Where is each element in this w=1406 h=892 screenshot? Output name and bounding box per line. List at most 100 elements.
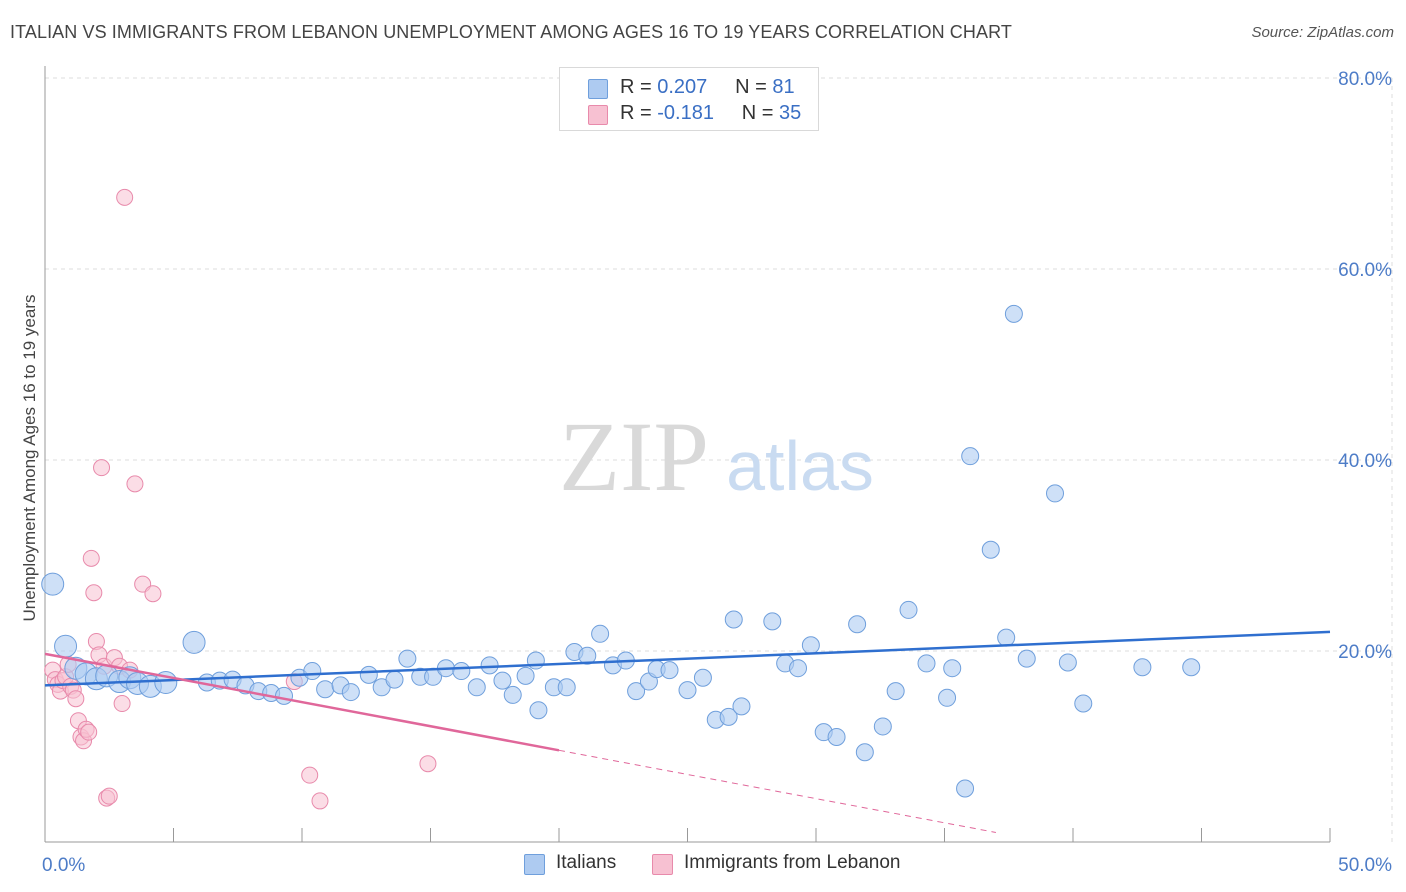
italians-point xyxy=(981,540,1000,559)
italians-point xyxy=(917,654,936,673)
italians-point xyxy=(41,572,65,596)
lebanon-point xyxy=(80,723,98,741)
y-tick-label: 20.0% xyxy=(1338,642,1392,663)
italians-point xyxy=(1058,653,1077,672)
series-legend: Italians Immigrants from Lebanon xyxy=(0,852,1406,878)
italians-point xyxy=(693,668,712,687)
italians-point xyxy=(827,727,846,746)
italians-point xyxy=(591,624,610,643)
legend-swatch-italians xyxy=(588,79,608,99)
axes xyxy=(44,66,1331,843)
x-tick-label: 50.0% xyxy=(1338,855,1392,876)
legend-n-value: 35 xyxy=(779,102,802,124)
legend-r-value: -0.181 xyxy=(657,102,714,124)
y-tick-labels: 20.0% 40.0% 60.0% 80.0% xyxy=(1338,69,1392,663)
lebanon-point xyxy=(311,792,329,810)
italians-point xyxy=(467,678,486,697)
lebanon-point xyxy=(100,787,118,805)
italians-point xyxy=(886,682,905,701)
italians-point xyxy=(855,743,874,762)
italians-point xyxy=(54,634,78,658)
italians-point xyxy=(943,659,962,678)
lebanon-point xyxy=(67,690,85,708)
watermark-zip: ZIP xyxy=(559,401,709,512)
trend-lines xyxy=(44,630,1331,833)
italians-point xyxy=(1017,649,1036,668)
y-tick-label: 60.0% xyxy=(1338,260,1392,281)
italians-point xyxy=(526,651,545,670)
legend-r-label: R = xyxy=(620,76,652,98)
italians-point xyxy=(493,671,512,690)
italians-point xyxy=(503,685,522,704)
lebanon-point xyxy=(301,766,319,784)
lebanon-point xyxy=(419,755,437,773)
lebanon-point xyxy=(113,695,131,713)
x-tick-labels: 0.0% 50.0% xyxy=(42,855,1392,876)
italians-point xyxy=(763,612,782,631)
legend-swatch-lebanon xyxy=(588,105,608,125)
italians-point xyxy=(385,670,404,689)
lebanon-point xyxy=(93,459,111,477)
italians-point xyxy=(275,686,294,705)
lebanon-point xyxy=(82,549,100,567)
lebanon-point xyxy=(85,584,103,602)
chart-title: ITALIAN VS IMMIGRANTS FROM LEBANON UNEMP… xyxy=(10,22,1012,42)
legend-n-label: N = xyxy=(735,76,767,98)
y-tick-label: 40.0% xyxy=(1338,451,1392,472)
italians-point xyxy=(899,600,918,619)
italians-point xyxy=(997,628,1016,647)
italians-point xyxy=(719,707,738,726)
italians-point xyxy=(938,688,957,707)
italians-point xyxy=(732,697,751,716)
italians-point xyxy=(398,649,417,668)
italians-point xyxy=(873,717,892,736)
watermark: ZIP atlas xyxy=(559,401,874,512)
italians-point xyxy=(316,680,335,699)
lebanon-trend-line xyxy=(44,652,560,752)
italians-point xyxy=(848,615,867,634)
italians-point xyxy=(557,678,576,697)
italians-point xyxy=(961,447,980,466)
italians-point xyxy=(1074,694,1093,713)
italians-point xyxy=(956,779,975,798)
italians-point xyxy=(660,661,679,680)
italians-point xyxy=(529,701,548,720)
legend-swatch-lebanon xyxy=(652,854,673,875)
italians-point xyxy=(341,683,360,702)
legend-r-label: R = xyxy=(620,102,652,124)
italians-point xyxy=(516,666,535,685)
italians-point xyxy=(724,610,743,629)
x-tick-label: 0.0% xyxy=(42,855,85,876)
italians-trend-line xyxy=(44,630,1331,687)
italians-point xyxy=(1182,658,1201,677)
y-tick-label: 80.0% xyxy=(1338,69,1392,90)
italians-point xyxy=(1004,304,1023,323)
legend-swatch-italians xyxy=(524,854,545,875)
italians-point xyxy=(1133,658,1152,677)
watermark-atlas: atlas xyxy=(726,427,874,505)
italians-point xyxy=(678,681,697,700)
lebanon-point xyxy=(144,585,162,603)
italians-point xyxy=(1046,484,1065,503)
lebanon-trend-extension xyxy=(558,749,996,833)
italians-points xyxy=(41,304,1201,798)
correlation-legend: R = 0.207 N = 81 R = -0.181 N = 35 xyxy=(559,67,819,131)
legend-r-value: 0.207 xyxy=(657,76,708,98)
italians-point xyxy=(303,662,322,681)
legend-n-value: 81 xyxy=(772,76,795,98)
italians-point xyxy=(452,662,471,681)
legend-label-lebanon: Immigrants from Lebanon xyxy=(684,852,901,873)
italians-point xyxy=(789,659,808,678)
lebanon-point xyxy=(116,188,134,206)
italians-point xyxy=(801,636,820,655)
italians-point xyxy=(182,630,206,654)
source-label: Source: ZipAtlas.com xyxy=(1251,24,1394,41)
legend-n-label: N = xyxy=(741,102,774,124)
italians-point xyxy=(578,646,597,665)
italians-point xyxy=(359,665,378,684)
lebanon-point xyxy=(126,475,144,493)
italians-point xyxy=(627,682,646,701)
legend-label-italians: Italians xyxy=(556,852,617,873)
italians-point xyxy=(480,656,499,675)
